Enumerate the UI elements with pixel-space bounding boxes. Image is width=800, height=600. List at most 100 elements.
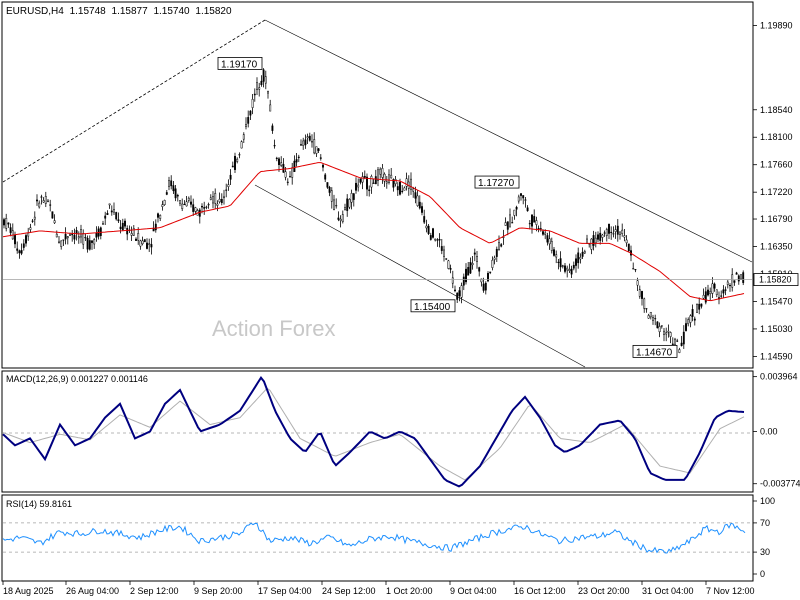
- candle: [720, 290, 723, 298]
- candle: [236, 157, 239, 164]
- price-tick-label: 1.19890: [760, 20, 793, 30]
- candle: [619, 231, 621, 240]
- candle: [146, 238, 148, 250]
- candle: [273, 139, 276, 149]
- candle: [555, 250, 558, 264]
- candle: [691, 304, 694, 322]
- candle: [696, 303, 698, 313]
- candle: [249, 110, 252, 120]
- candle: [623, 229, 626, 242]
- candle: [117, 212, 120, 223]
- candle: [597, 231, 599, 243]
- candle: [669, 331, 672, 344]
- time-tick-label: 31 Oct 04:00: [642, 586, 694, 596]
- candle: [467, 261, 470, 276]
- candle: [509, 208, 511, 228]
- candle: [207, 202, 210, 209]
- macd-tick-label: 0.003964: [760, 372, 798, 382]
- current-price-badge: 1.15820: [753, 273, 799, 286]
- candle: [209, 194, 212, 201]
- candle: [372, 179, 375, 184]
- candle: [38, 200, 41, 209]
- candle: [18, 249, 21, 259]
- candle: [183, 200, 186, 206]
- rsi-line: [2, 522, 746, 554]
- candle: [271, 123, 274, 134]
- price-tick-label: 1.14590: [760, 351, 793, 361]
- dashed-trendline: [2, 19, 266, 183]
- candle: [256, 77, 258, 96]
- annotation-label: 1.14670: [636, 347, 673, 358]
- candle: [638, 285, 641, 299]
- candle: [740, 274, 742, 280]
- candle: [341, 210, 344, 224]
- candle: [445, 258, 448, 261]
- price-annotation: 1.19170: [217, 57, 263, 70]
- candle: [352, 192, 355, 207]
- candle: [500, 243, 503, 248]
- ohlc-low: 1.15740: [153, 6, 190, 17]
- time-tick-label: 26 Aug 04:00: [66, 586, 119, 596]
- price-pane: Action Forex 1.19170 1.17270 1.15400 1.1467…: [1, 1, 799, 369]
- candle: [385, 175, 388, 189]
- time-tick-label: 9 Sep 20:00: [194, 586, 243, 596]
- time-tick-label: 17 Sep 04:00: [258, 586, 312, 596]
- candle: [652, 314, 654, 325]
- candle: [689, 314, 692, 328]
- rsi-label: RSI(14) 59.8161: [6, 499, 72, 509]
- candle: [126, 225, 129, 241]
- candle: [438, 233, 441, 248]
- candle: [707, 284, 709, 297]
- candle: [645, 308, 648, 313]
- candle: [137, 227, 140, 245]
- candle: [40, 194, 43, 205]
- candle: [132, 225, 135, 236]
- price-tick-label: 1.18100: [760, 132, 793, 142]
- candle: [163, 199, 166, 206]
- candle: [447, 259, 450, 270]
- candle: [258, 82, 261, 97]
- candle: [154, 219, 157, 233]
- candle: [214, 188, 217, 209]
- candle: [592, 230, 595, 251]
- candle: [647, 313, 650, 319]
- time-tick-label: 23 Oct 20:00: [578, 586, 630, 596]
- time-tick-label: 1 Oct 20:00: [386, 586, 433, 596]
- candle: [93, 238, 96, 249]
- candle: [165, 190, 168, 196]
- candle: [429, 232, 432, 241]
- candle: [550, 237, 553, 254]
- candle: [20, 243, 23, 256]
- rsi-tick-label: 70: [760, 518, 770, 528]
- time-axis: 18 Aug 2025 26 Aug 04:00 2 Sep 12:00 9 Sep …: [2, 581, 755, 596]
- candle: [148, 238, 151, 252]
- candle: [603, 230, 606, 237]
- candle: [487, 271, 489, 283]
- candle: [337, 211, 340, 222]
- candle: [396, 182, 399, 196]
- candle: [104, 211, 107, 226]
- candle: [715, 289, 718, 298]
- candle: [302, 137, 305, 150]
- candle: [559, 251, 562, 272]
- candle: [346, 194, 349, 217]
- candle: [304, 134, 307, 149]
- candle: [176, 193, 179, 202]
- candle: [55, 230, 58, 238]
- macd-pane: MACD(12,26,9) 0.001227 0.001146 0.003964…: [1, 370, 800, 493]
- candle: [722, 285, 725, 298]
- candle: [366, 173, 368, 197]
- candle: [110, 205, 113, 216]
- candle: [251, 93, 254, 115]
- candle: [531, 214, 533, 234]
- candle: [135, 237, 137, 242]
- candle: [60, 240, 63, 250]
- candle: [471, 255, 474, 270]
- candle: [267, 90, 269, 99]
- candle: [636, 277, 639, 292]
- candle: [185, 196, 188, 207]
- price-tick-label: 1.17220: [760, 187, 793, 197]
- candle: [561, 264, 564, 269]
- candle: [526, 205, 529, 212]
